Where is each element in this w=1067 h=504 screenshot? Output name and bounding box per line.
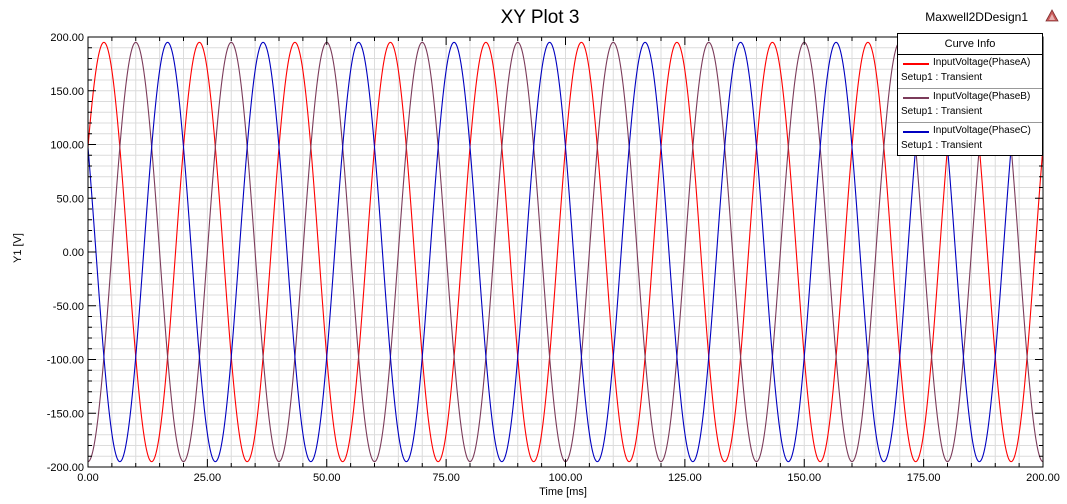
- legend-series-setup: Setup1 : Transient: [901, 72, 983, 83]
- y-tick-label: 0.00: [63, 247, 84, 259]
- x-tick-label: 100.00: [549, 472, 583, 484]
- legend-entry-phase-a[interactable]: InputVoltage(PhaseA) Setup1 : Transient: [898, 55, 1042, 89]
- legend-entry-phase-b[interactable]: InputVoltage(PhaseB) Setup1 : Transient: [898, 89, 1042, 123]
- legend-title: Curve Info: [898, 34, 1042, 55]
- legend-series-name: InputVoltage(PhaseA): [933, 57, 1031, 68]
- maxwell-logo-icon: [1045, 9, 1059, 22]
- y-tick-label: -50.00: [53, 301, 84, 313]
- y-tick-label: 100.00: [50, 140, 84, 152]
- y-tick-label: -150.00: [47, 408, 84, 420]
- legend-series-setup: Setup1 : Transient: [901, 140, 983, 151]
- legend-series-name: InputVoltage(PhaseB): [933, 91, 1031, 102]
- x-tick-label: 0.00: [77, 472, 98, 484]
- y-axis-label: Y1 [V]: [12, 233, 24, 263]
- y-tick-label: 150.00: [50, 86, 84, 98]
- y-tick-label: -100.00: [47, 355, 84, 367]
- chart-title: XY Plot 3: [500, 7, 580, 28]
- y-tick-label: -200.00: [47, 462, 84, 474]
- legend-series-setup: Setup1 : Transient: [901, 106, 983, 117]
- x-tick-label: 125.00: [668, 472, 702, 484]
- x-tick-label: 75.00: [432, 472, 460, 484]
- y-tick-label: 200.00: [50, 32, 84, 44]
- legend[interactable]: Curve Info InputVoltage(PhaseA) Setup1 :…: [897, 33, 1043, 156]
- legend-entry-phase-c[interactable]: InputVoltage(PhaseC) Setup1 : Transient: [898, 123, 1042, 157]
- tick-labels: 0.00 25.00 50.00 75.00 100.00 125.00 150.00 175…: [47, 32, 1060, 484]
- x-tick-label: 25.00: [194, 472, 222, 484]
- x-tick-label: 175.00: [907, 472, 941, 484]
- design-name: Maxwell2DDesign1: [925, 10, 1028, 24]
- x-axis-label: Time [ms]: [539, 486, 587, 498]
- legend-swatch-phase-b: [903, 97, 929, 99]
- x-tick-label: 200.00: [1026, 472, 1060, 484]
- series-line-phase-c: [87, 41, 1044, 463]
- legend-series-name: InputVoltage(PhaseC): [933, 125, 1031, 136]
- y-tick-label: 50.00: [56, 193, 84, 205]
- x-tick-label: 150.00: [787, 472, 821, 484]
- legend-swatch-phase-c: [903, 131, 929, 133]
- x-tick-label: 50.00: [313, 472, 341, 484]
- legend-swatch-phase-a: [903, 63, 929, 65]
